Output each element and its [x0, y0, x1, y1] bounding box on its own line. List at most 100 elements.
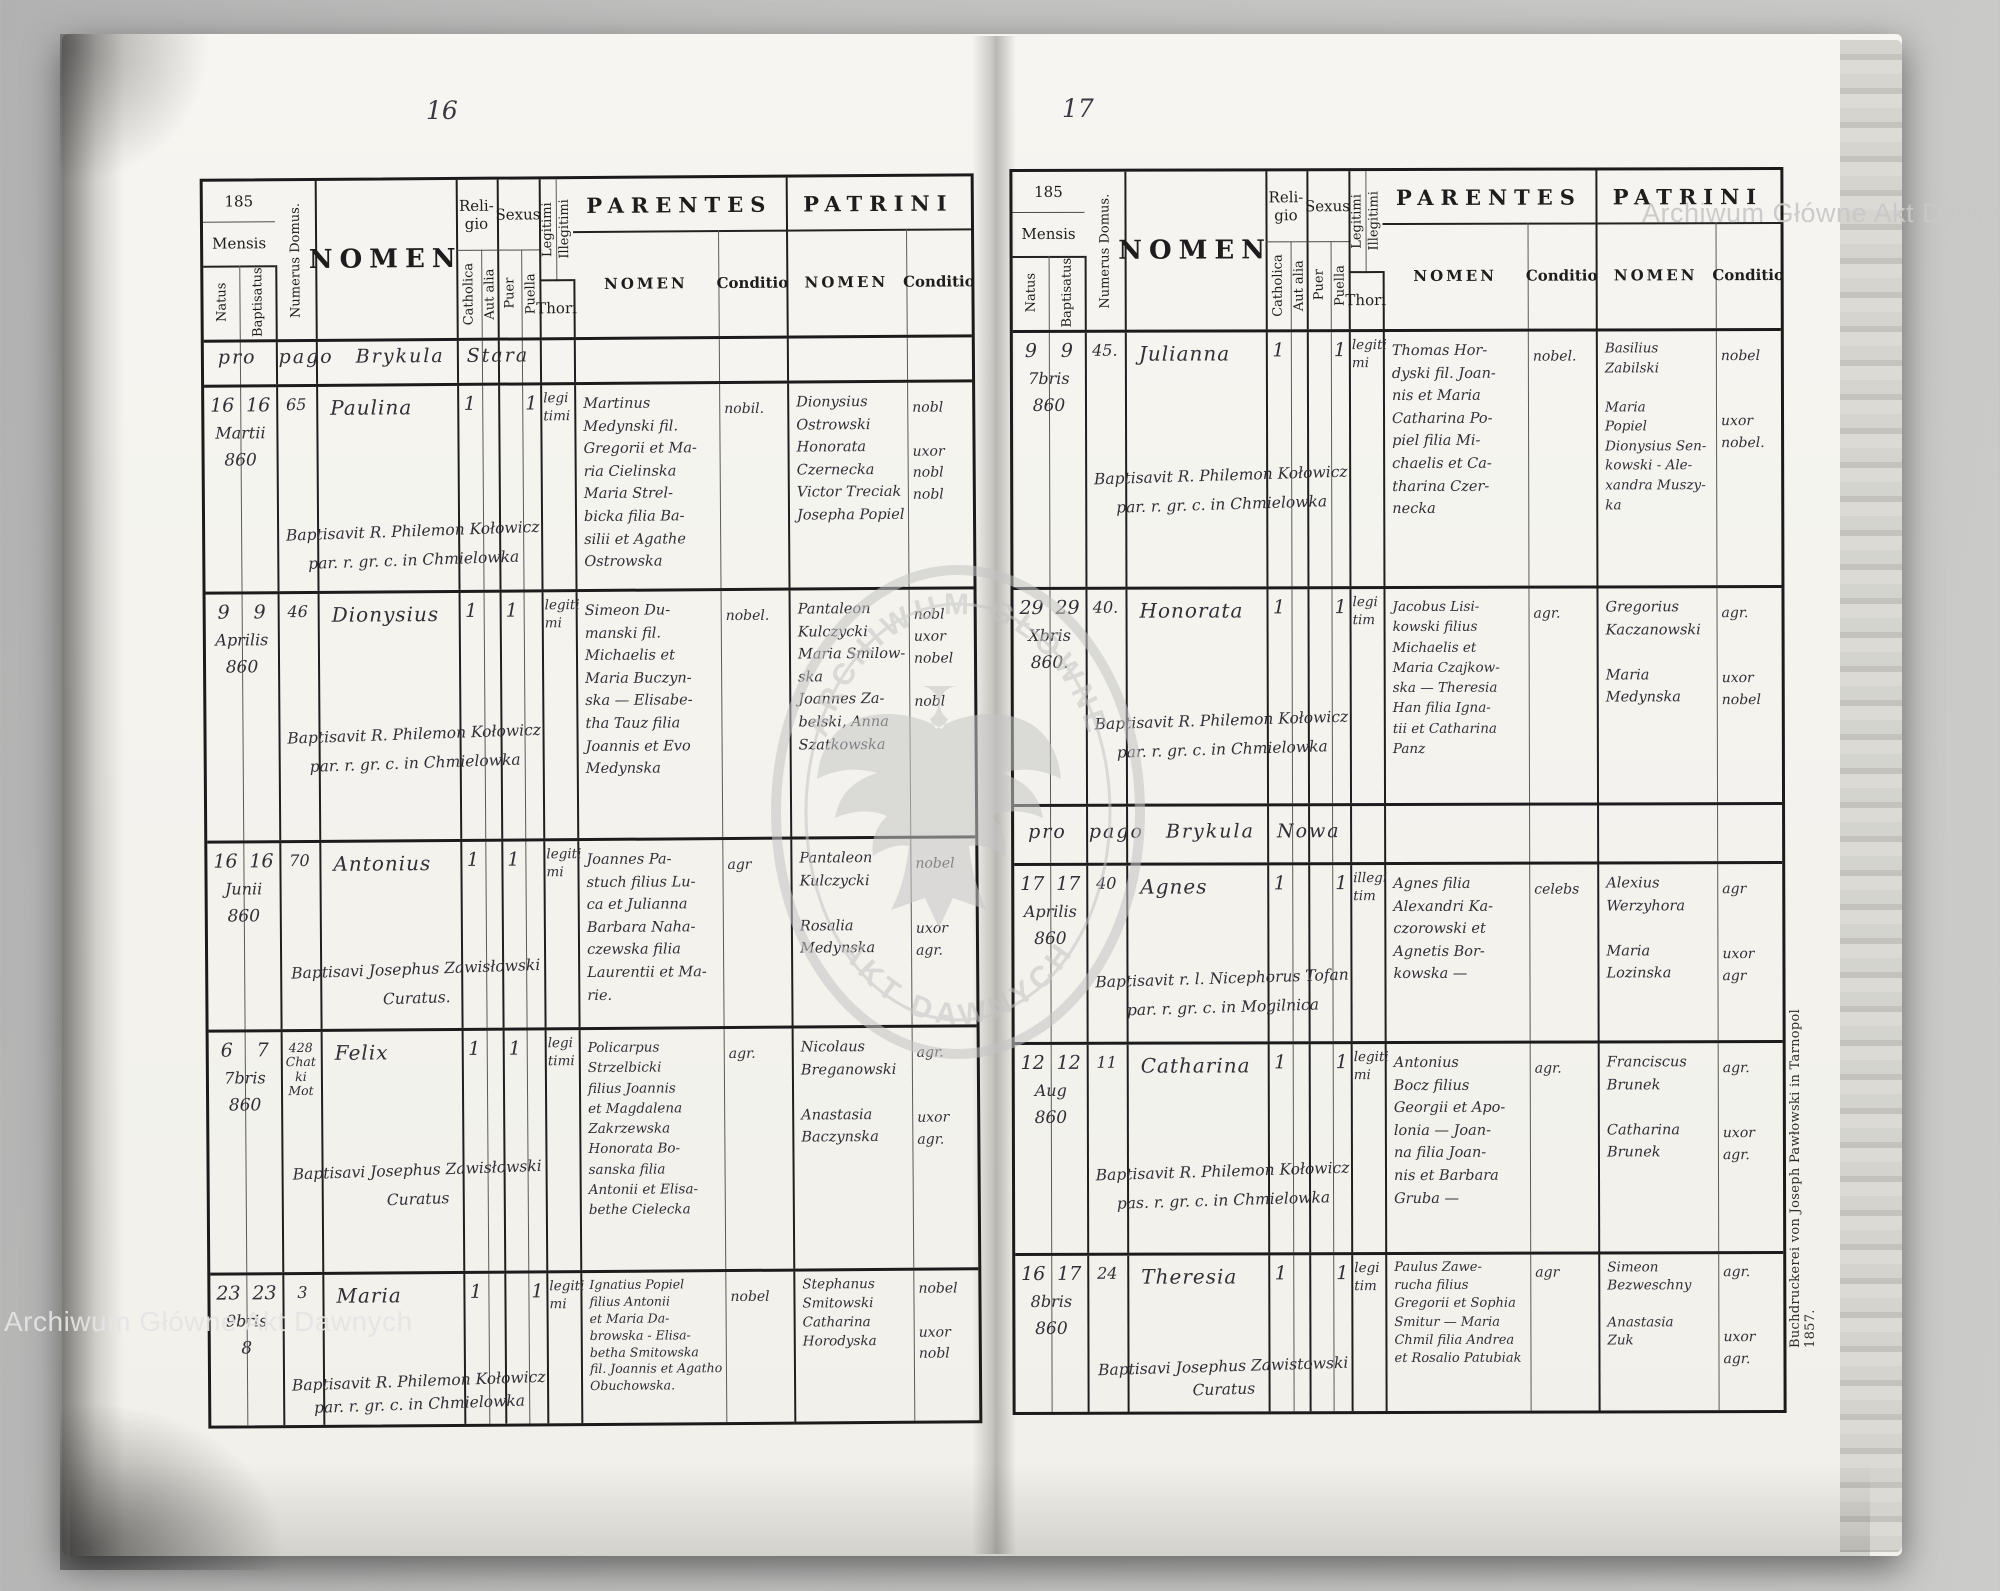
thori-header: Thori [1345, 271, 1386, 330]
natus-header: Natus [1012, 255, 1050, 331]
parents-names: Thomas Hor- dyski fil. Joan- nis et Mari… [1391, 342, 1496, 518]
date-block: Martii 860 [202, 423, 278, 471]
patrini-cell: Franciscus Brunek Catharina Brunek [1597, 1043, 1720, 1252]
puer-label: Puer [1311, 269, 1327, 301]
baptisatus-day: 16 [249, 850, 274, 873]
parents-names: Antonius Bocz filius Georgii et Apo- lon… [1393, 1054, 1506, 1207]
village-section-note: pro pago Brykula Stara [217, 344, 530, 369]
thori-cell: legi tim [1349, 589, 1387, 804]
parents-cell: Antonius Bocz filius Georgii et Apo- lon… [1384, 1043, 1532, 1253]
catholica-mark: 1 [465, 599, 478, 622]
nomen-label: NOMEN [1118, 235, 1273, 266]
baptisatus-day: 9 [253, 601, 266, 624]
date-block: 7bris 860 [1011, 369, 1087, 416]
month: Aprilis [215, 630, 269, 650]
parents-names: Martinus Medynski fil. Gregorii et Ma- r… [583, 395, 697, 571]
cell [1350, 806, 1387, 863]
parentes-header: PARENTES [1382, 170, 1598, 226]
parents-conditio: nobel [730, 1288, 770, 1306]
natus-day: 9 [217, 601, 230, 624]
folio-number-right: 17 [1062, 94, 1094, 123]
section-band: pro pago Brykula Stara [203, 337, 973, 388]
catholica-header: Catholica [456, 249, 483, 338]
puella-mark: 1 [1336, 1262, 1349, 1285]
religio-header: Reli- gio [1265, 171, 1309, 243]
year: 860 [1035, 1318, 1068, 1339]
baptisatus-day: 23 [252, 1282, 277, 1305]
religio-label: Reli- gio [458, 196, 494, 233]
name-cell: Felix [320, 1030, 466, 1272]
puella-mark: 1 [1335, 872, 1348, 895]
patrini-label: PATRINI [803, 189, 954, 217]
sexus-label: Sexus [1304, 197, 1350, 216]
book-right-page-stack-edge [1840, 40, 1902, 1552]
parents-names: Jacobus Lisi- kowski filius Michaelis et… [1392, 598, 1500, 757]
puer-header: Puer [497, 249, 523, 338]
svg-text:ARCHIWUM GŁÓWNE: ARCHIWUM GŁÓWNE [801, 588, 1114, 741]
catholica-mark: 1 [1273, 872, 1286, 895]
date-block: Aug 860 [1013, 1081, 1089, 1128]
year-prefix-cell: 185 [1012, 171, 1085, 214]
illegitimi-header: Illegitimi [555, 179, 574, 282]
thori-note: legiti mi [544, 597, 580, 631]
catholica-mark: 1 [469, 1280, 483, 1303]
parentes-conditio-label: Conditio [716, 273, 789, 293]
house-number: 70 [289, 850, 310, 871]
year-prefix: 185 [224, 192, 254, 211]
patrini-conditio-cell: agr. uxor agr. [1718, 1043, 1784, 1251]
patrini-conditio-label: Conditio [1712, 265, 1785, 285]
catholica-label: Catholica [461, 262, 477, 326]
corner-shadow-top-left [60, 34, 210, 184]
parentes-nomen-label: NOMEN [1413, 266, 1497, 285]
patrini-conditio: agr. uxor nobel [1721, 605, 1761, 709]
date-block: Aprilis 860 [204, 630, 280, 678]
puer-header: Puer [1306, 241, 1332, 330]
catholica-cell: 1 [1266, 589, 1294, 804]
mensis-cell: Mensis [202, 221, 276, 268]
illegitimi-label: Illegitimi [556, 199, 573, 259]
patrini-conditio-cell: agr. uxor nobel [1716, 588, 1782, 802]
archive-stamp-watermark: ARCHIWUM GŁÓWNE AKT DAWNYCH [771, 565, 1145, 1059]
parents-conditio-cell: agr. [1529, 1043, 1601, 1252]
date-block: 7bris 860 [207, 1068, 283, 1116]
month: Martii [215, 423, 266, 443]
patrini-conditio-label: Conditio [902, 272, 975, 291]
patrini-conditio-cell: nobel uxor nobel. [1716, 331, 1782, 585]
patrini-conditio: agr. uxor agr. [1723, 1264, 1756, 1368]
catholica-cell: 1 [461, 1030, 490, 1271]
parents-names: Policarpus Strzelbicki filius Joannis et… [587, 1039, 699, 1219]
thori-note: legi tim [1352, 594, 1378, 628]
catholica-mark: 1 [463, 392, 476, 415]
puella-mark: 1 [1334, 596, 1347, 619]
religio-label: Reli- gio [1268, 188, 1304, 225]
legitimi-label: Legitimi [1349, 193, 1365, 249]
parents-names: Simeon Du- manski fil. Michaelis et Mari… [584, 602, 693, 778]
cell [786, 337, 909, 381]
parentes-conditio-label: Conditio [1525, 266, 1598, 285]
thori-label: Thori [1345, 291, 1387, 310]
table-header: 185 Mensis Natus Baptisatus Numerus Domu… [202, 176, 975, 343]
svg-text:AKT DAWNYCH: AKT DAWNYCH [834, 934, 1081, 1032]
parents-conditio-cell: agr [1530, 1254, 1601, 1411]
puer-cell: 1 [502, 1030, 530, 1271]
child-name: Julianna [1138, 341, 1231, 366]
puer-mark: 1 [508, 1037, 521, 1060]
cell [1597, 805, 1719, 862]
natus-label: Natus [1023, 273, 1039, 313]
patrini-nomen-label: NOMEN [804, 272, 889, 292]
catholica-mark: 1 [468, 1037, 481, 1060]
natus-day: 23 [216, 1282, 241, 1305]
name-cell: Dionysius [317, 592, 463, 840]
puella-mark: 1 [525, 392, 538, 415]
catholica-mark: 1 [1274, 1262, 1287, 1285]
nomen-header: NOMEN [309, 179, 463, 339]
natus-day: 16 [210, 394, 235, 417]
patrini-conditio: nobl uxor nobl nobl [912, 399, 945, 504]
patrini-nomen-header: NOMEN [1595, 222, 1717, 329]
parents-conditio: nobel. [1532, 348, 1577, 365]
baptisatus-day: 16 [246, 394, 271, 417]
month: 7bris [224, 1068, 266, 1088]
parents-conditio: agr. [1533, 605, 1561, 622]
parents-conditio: nobil. [724, 400, 765, 418]
legitimi-header: Legitimi [538, 179, 558, 282]
